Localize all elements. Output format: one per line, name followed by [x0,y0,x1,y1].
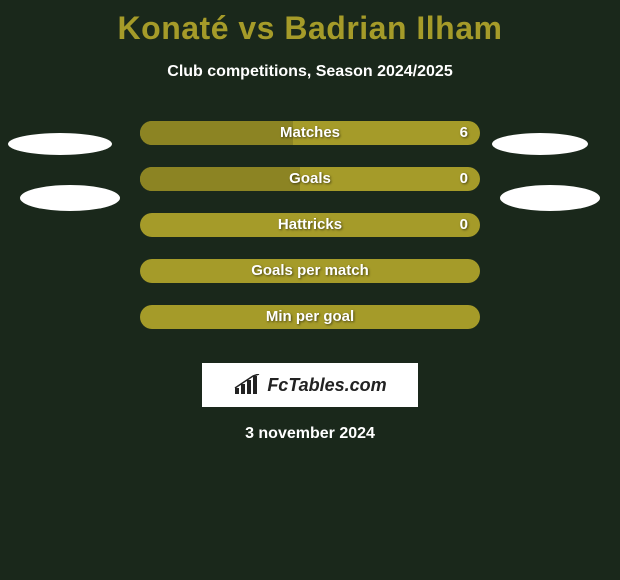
comparison-stage: Matches 6 Goals 0 Hattricks 0 Goals per … [0,121,620,341]
player-right-shadow-2 [500,185,600,211]
date-label: 3 november 2024 [0,425,620,443]
stat-rows: Matches 6 Goals 0 Hattricks 0 Goals per … [140,121,480,351]
stat-label: Min per goal [140,305,480,329]
stat-label: Goals [140,167,480,191]
fctables-logo: FcTables.com [202,363,418,407]
bars-icon [233,374,263,396]
stat-value-right: 6 [460,121,468,145]
stat-row-goals-per-match: Goals per match [140,259,480,283]
stat-label: Hattricks [140,213,480,237]
stat-value-right: 0 [460,213,468,237]
stat-row-goals: Goals 0 [140,167,480,191]
stat-row-matches: Matches 6 [140,121,480,145]
stat-value-right: 0 [460,167,468,191]
player-left-shadow-2 [20,185,120,211]
player-left-shadow-1 [8,133,112,155]
page-title: Konaté vs Badrian Ilham [0,0,620,47]
stat-label: Goals per match [140,259,480,283]
subtitle: Club competitions, Season 2024/2025 [0,63,620,81]
stat-row-hattricks: Hattricks 0 [140,213,480,237]
stat-label: Matches [140,121,480,145]
player-right-shadow-1 [492,133,588,155]
logo-text: FcTables.com [267,375,386,396]
stat-row-min-per-goal: Min per goal [140,305,480,329]
